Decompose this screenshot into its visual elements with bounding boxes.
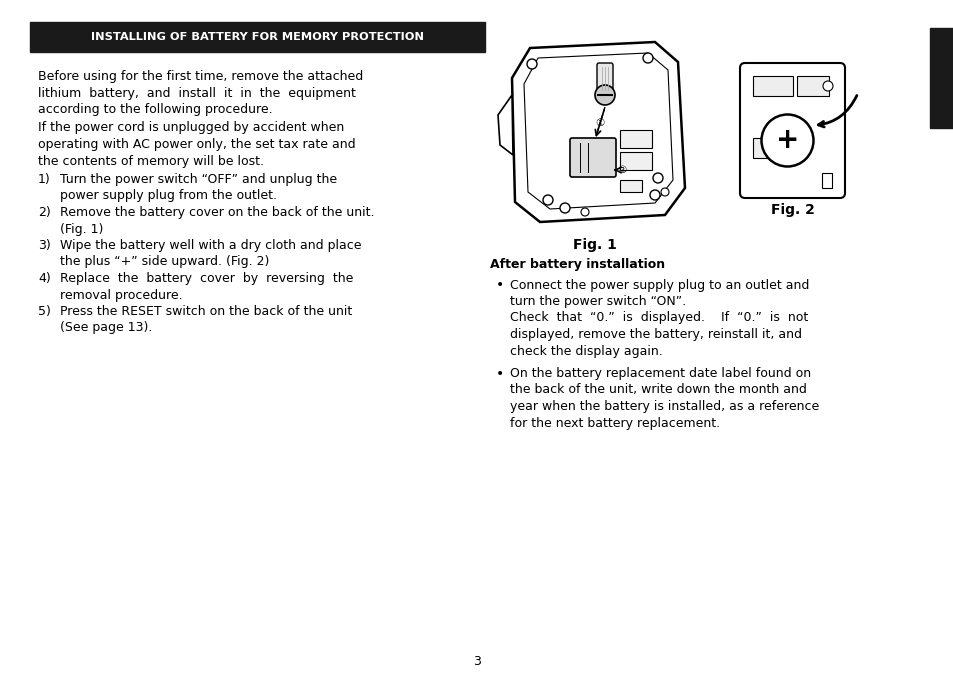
Bar	[619, 130, 651, 148]
Circle shape	[649, 190, 659, 200]
Text: removal procedure.: removal procedure.	[60, 288, 182, 301]
Text: 3: 3	[473, 655, 480, 668]
Circle shape	[542, 195, 553, 205]
Circle shape	[595, 85, 615, 105]
FancyBboxPatch shape	[569, 138, 616, 177]
Text: Connect the power supply plug to an outlet and: Connect the power supply plug to an outl…	[510, 278, 808, 292]
Text: 5): 5)	[38, 305, 51, 318]
FancyBboxPatch shape	[740, 63, 844, 198]
Text: Check  that  “0.”  is  displayed.    If  “0.”  is  not: Check that “0.” is displayed. If “0.” is…	[510, 311, 807, 324]
Text: Fig. 2: Fig. 2	[770, 203, 814, 217]
Text: for the next battery replacement.: for the next battery replacement.	[510, 416, 720, 429]
Bar	[752, 76, 792, 96]
Bar	[619, 152, 651, 170]
Bar	[752, 138, 782, 158]
Polygon shape	[512, 42, 684, 222]
Text: INSTALLING OF BATTERY FOR MEMORY PROTECTION: INSTALLING OF BATTERY FOR MEMORY PROTECT…	[91, 32, 423, 42]
Text: Wipe the battery well with a dry cloth and place: Wipe the battery well with a dry cloth a…	[60, 239, 361, 252]
Text: Replace  the  battery  cover  by  reversing  the: Replace the battery cover by reversing t…	[60, 272, 353, 285]
Text: ①: ①	[595, 118, 604, 128]
Text: After battery installation: After battery installation	[490, 258, 664, 271]
Text: 2): 2)	[38, 206, 51, 219]
Text: displayed, remove the battery, reinstall it, and: displayed, remove the battery, reinstall…	[510, 328, 801, 341]
Text: Before using for the first time, remove the attached: Before using for the first time, remove …	[38, 70, 363, 83]
Bar	[30, 22, 484, 52]
Text: 1): 1)	[38, 173, 51, 186]
Polygon shape	[497, 95, 513, 155]
Text: 3): 3)	[38, 239, 51, 252]
Circle shape	[559, 203, 569, 213]
Text: according to the following procedure.: according to the following procedure.	[38, 103, 273, 116]
Circle shape	[652, 173, 662, 183]
Ellipse shape	[760, 114, 813, 167]
Text: the back of the unit, write down the month and: the back of the unit, write down the mon…	[510, 383, 806, 397]
Text: On the battery replacement date label found on: On the battery replacement date label fo…	[510, 367, 810, 380]
Bar	[619, 180, 641, 192]
FancyBboxPatch shape	[597, 63, 613, 97]
Circle shape	[580, 208, 588, 216]
Text: Press the RESET switch on the back of the unit: Press the RESET switch on the back of th…	[60, 305, 352, 318]
Text: Turn the power switch “OFF” and unplug the: Turn the power switch “OFF” and unplug t…	[60, 173, 336, 186]
Text: operating with AC power only, the set tax rate and: operating with AC power only, the set ta…	[38, 138, 355, 151]
Text: check the display again.: check the display again.	[510, 345, 662, 357]
Text: 4): 4)	[38, 272, 51, 285]
Text: (See page 13).: (See page 13).	[60, 322, 152, 334]
Circle shape	[660, 188, 668, 196]
Circle shape	[526, 59, 537, 69]
Text: •: •	[496, 367, 504, 381]
Text: Remove the battery cover on the back of the unit.: Remove the battery cover on the back of …	[60, 206, 375, 219]
Text: •: •	[496, 278, 504, 292]
Text: the contents of memory will be lost.: the contents of memory will be lost.	[38, 154, 264, 167]
Text: the plus “+” side upward. (Fig. 2): the plus “+” side upward. (Fig. 2)	[60, 255, 269, 269]
Text: +: +	[775, 127, 799, 154]
Text: (Fig. 1): (Fig. 1)	[60, 223, 103, 236]
Text: power supply plug from the outlet.: power supply plug from the outlet.	[60, 190, 276, 202]
Text: If the power cord is unplugged by accident when: If the power cord is unplugged by accide…	[38, 121, 344, 135]
Text: year when the battery is installed, as a reference: year when the battery is installed, as a…	[510, 400, 819, 413]
Circle shape	[642, 53, 652, 63]
Text: lithium  battery,  and  install  it  in  the  equipment: lithium battery, and install it in the e…	[38, 87, 355, 100]
Text: ②: ②	[617, 165, 626, 175]
Text: Fig. 1: Fig. 1	[573, 238, 617, 252]
Text: turn the power switch “ON”.: turn the power switch “ON”.	[510, 295, 685, 308]
Bar	[929, 28, 953, 128]
Bar	[821, 173, 831, 188]
Circle shape	[822, 81, 832, 91]
Bar	[796, 76, 828, 96]
